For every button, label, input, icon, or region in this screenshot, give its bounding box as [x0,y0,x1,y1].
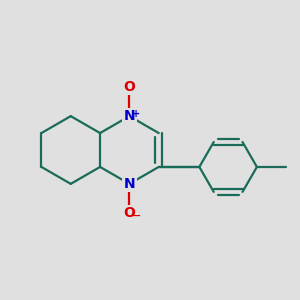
Text: +: + [132,109,140,119]
Text: O: O [124,80,135,94]
Text: N: N [124,177,135,191]
Text: N: N [124,109,135,123]
Text: −: − [132,211,141,221]
Text: O: O [124,206,135,220]
